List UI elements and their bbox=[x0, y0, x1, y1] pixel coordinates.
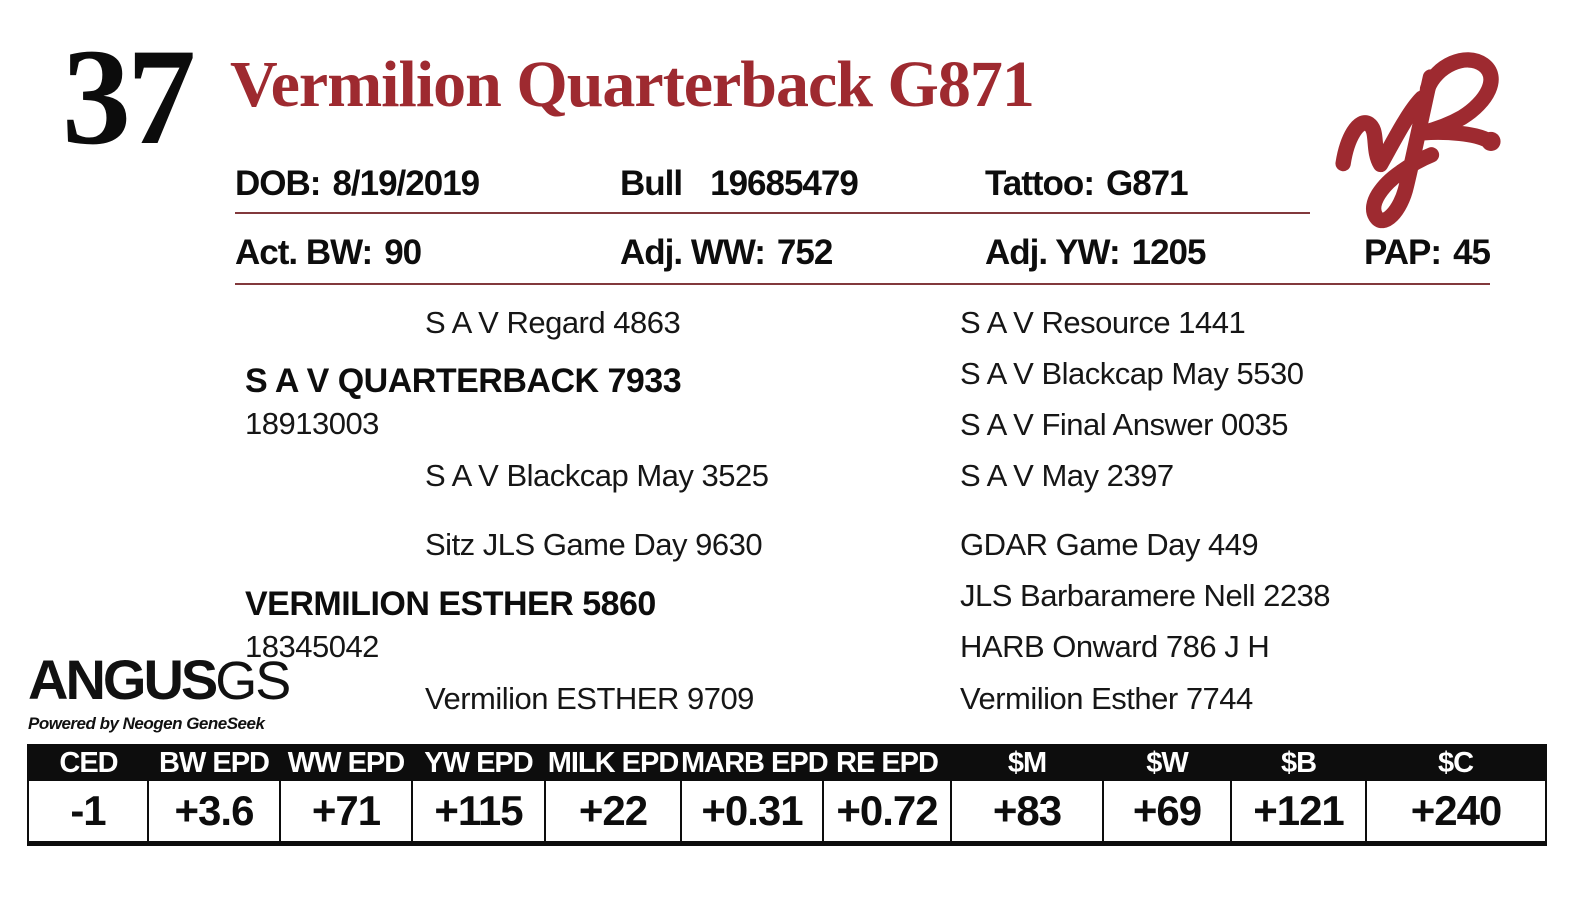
dam-registration: 18345042 bbox=[245, 629, 379, 664]
act-bw-label: Act. BW: bbox=[235, 233, 373, 272]
epd-value-dollar-b: +121 bbox=[1230, 781, 1366, 843]
epd-table: CED BW EPD WW EPD YW EPD MILK EPD MARB E… bbox=[27, 744, 1547, 846]
info-tattoo: Tattoo: G871 bbox=[985, 164, 1189, 204]
epd-header-dollar-c: $C bbox=[1366, 745, 1546, 781]
dam-ancestor-2: JLS Barbaramere Nell 2238 bbox=[960, 578, 1331, 613]
angus-tagline: Powered by Neogen GeneSeek bbox=[28, 714, 265, 733]
epd-header-ced: CED bbox=[28, 745, 148, 781]
epd-value-ww: +71 bbox=[279, 781, 412, 843]
sire-granddam: S A V Blackcap May 3525 bbox=[425, 458, 769, 493]
epd-value-ced: -1 bbox=[28, 781, 148, 843]
lot-number: 37 bbox=[62, 20, 196, 173]
epd-header-re: RE EPD bbox=[823, 745, 951, 781]
dam-ancestor-4: Vermilion Esther 7744 bbox=[960, 681, 1253, 716]
adj-ww-value: 752 bbox=[776, 233, 833, 272]
tattoo-label: Tattoo: bbox=[985, 164, 1095, 203]
dam-name: VERMILION ESTHER 5860 bbox=[245, 585, 656, 623]
pap-value: 45 bbox=[1453, 233, 1491, 272]
sire-registration: 18913003 bbox=[245, 406, 379, 441]
info-adj-yw: Adj. YW: 1205 bbox=[985, 233, 1207, 273]
info-adj-ww: Adj. WW: 752 bbox=[620, 233, 833, 273]
epd-value-dollar-m: +83 bbox=[950, 781, 1103, 843]
sire-ancestor-1: S A V Resource 1441 bbox=[960, 305, 1246, 340]
adj-yw-label: Adj. YW: bbox=[985, 233, 1121, 272]
epd-value-dollar-c: +240 bbox=[1365, 781, 1546, 843]
dam-granddam: Vermilion ESTHER 9709 bbox=[425, 681, 754, 716]
info-pap: PAP: 45 bbox=[1364, 233, 1491, 273]
info-act-bw: Act. BW: 90 bbox=[235, 233, 422, 273]
adj-yw-value: 1205 bbox=[1131, 233, 1207, 272]
sex-label: Bull bbox=[620, 164, 683, 203]
info-sex-reg: Bull 19685479 bbox=[620, 164, 859, 204]
epd-header-dollar-w: $W bbox=[1103, 745, 1231, 781]
epd-header-dollar-b: $B bbox=[1231, 745, 1366, 781]
angus-gs-wordmark: ANGUSGS bbox=[28, 648, 291, 712]
tattoo-value: G871 bbox=[1105, 164, 1189, 203]
dam-grandsire: Sitz JLS Game Day 9630 bbox=[425, 527, 763, 562]
epd-value-yw: +115 bbox=[411, 781, 545, 843]
sire-name: S A V QUARTERBACK 7933 bbox=[245, 362, 682, 400]
epd-value-marb: +0.31 bbox=[680, 781, 823, 843]
pap-label: PAP: bbox=[1364, 233, 1442, 272]
epd-header-milk: MILK EPD bbox=[545, 745, 681, 781]
epd-value-re: +0.72 bbox=[822, 781, 951, 843]
vermilion-vr-brand-icon bbox=[1335, 52, 1501, 228]
epd-value-dollar-w: +69 bbox=[1102, 781, 1231, 843]
epd-value-bw: +3.6 bbox=[147, 781, 280, 843]
sire-ancestor-3: S A V Final Answer 0035 bbox=[960, 407, 1289, 442]
info-dob: DOB: 8/19/2019 bbox=[235, 164, 480, 204]
dam-ancestor-1: GDAR Game Day 449 bbox=[960, 527, 1259, 562]
epd-value-milk: +22 bbox=[544, 781, 681, 843]
angus-wordmark-suffix: GS bbox=[215, 651, 291, 711]
page-title: Vermilion Quarterback G871 bbox=[230, 48, 1035, 121]
angus-wordmark-main: ANGUS bbox=[28, 648, 218, 711]
epd-header-row: CED BW EPD WW EPD YW EPD MILK EPD MARB E… bbox=[28, 745, 1546, 781]
registration-number: 19685479 bbox=[710, 164, 859, 203]
dob-label: DOB: bbox=[235, 164, 321, 203]
epd-values-row: -1 +3.6 +71 +115 +22 +0.31 +0.72 +83 +69… bbox=[28, 781, 1546, 843]
divider-rule-top bbox=[235, 212, 1310, 214]
epd-header-ww: WW EPD bbox=[280, 745, 412, 781]
adj-ww-label: Adj. WW: bbox=[620, 233, 766, 272]
sire-ancestor-4: S A V May 2397 bbox=[960, 458, 1174, 493]
epd-header-bw: BW EPD bbox=[148, 745, 280, 781]
dob-value: 8/19/2019 bbox=[332, 164, 480, 203]
epd-header-yw: YW EPD bbox=[412, 745, 545, 781]
sire-ancestor-2: S A V Blackcap May 5530 bbox=[960, 356, 1304, 391]
act-bw-value: 90 bbox=[384, 233, 422, 272]
angus-gs-logo: ANGUSGS Powered by Neogen GeneSeek bbox=[28, 648, 291, 734]
divider-rule-bottom bbox=[235, 283, 1490, 285]
epd-header-dollar-m: $M bbox=[951, 745, 1103, 781]
epd-header-marb: MARB EPD bbox=[681, 745, 829, 781]
dam-ancestor-3: HARB Onward 786 J H bbox=[960, 629, 1270, 664]
sire-grandsire: S A V Regard 4863 bbox=[425, 305, 681, 340]
